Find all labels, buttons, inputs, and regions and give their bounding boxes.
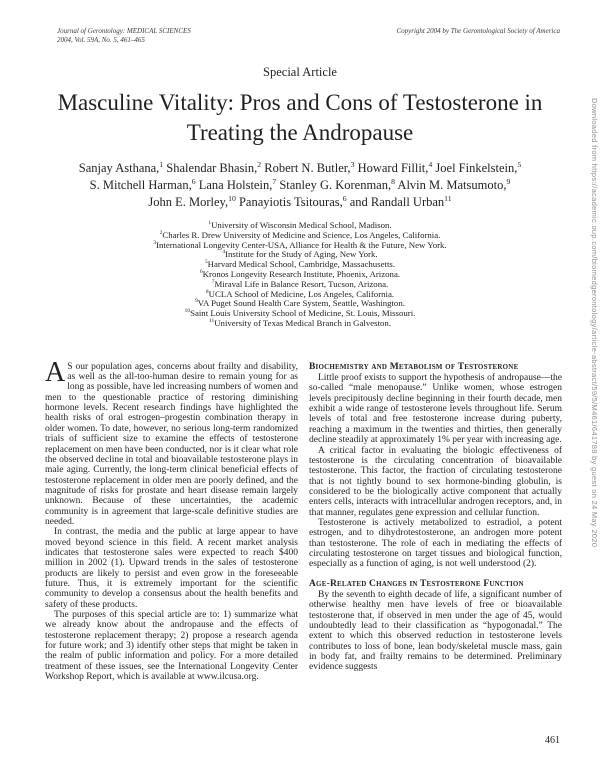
author-name: S. Mitchell Harman,: [89, 178, 192, 192]
download-watermark: Downloaded from https://academic.oup.com…: [590, 98, 599, 548]
author-name: Panayiotis Tsitouras,: [235, 195, 343, 209]
author-name: Stanley G. Korenman,: [276, 178, 392, 192]
footnote-mark: 6: [191, 176, 196, 186]
footnote-mark: 10: [228, 193, 236, 203]
author-line: Sanjay Asthana,1 Shalendar Bhasin,2 Robe…: [0, 160, 600, 177]
affiliation-text: Miraval Life in Balance Resort, Tucson, …: [214, 278, 389, 289]
footnote-mark: 4: [428, 159, 433, 169]
journal-name: Journal of Gerontology: MEDICAL SCIENCES: [57, 27, 191, 35]
footnote-mark: 11: [444, 193, 452, 203]
paragraph: A critical factor in evaluating the biol…: [309, 445, 562, 518]
author-name: Howard Fillit,: [354, 161, 429, 175]
affiliation-mark: 11: [208, 318, 215, 325]
affiliation-text: University of Wisconsin Medical School, …: [211, 220, 392, 230]
affiliation: 2Charles R. Drew University of Medicine …: [0, 229, 600, 241]
article-title: Masculine Vitality: Pros and Cons of Tes…: [57, 90, 543, 145]
author-name: Robert N. Butler,: [261, 161, 351, 175]
affiliation-mark: 6: [199, 269, 203, 276]
author-name: Alvin M. Matsumoto,: [394, 178, 507, 192]
footnote-mark: 1: [159, 159, 164, 169]
affiliation-mark: 1: [208, 220, 212, 227]
affiliation-mark: 4: [222, 249, 226, 256]
affiliation-mark: 8: [205, 288, 209, 295]
affiliation-mark: 2: [159, 229, 163, 236]
affiliation: 9VA Puget Sound Health Care System, Seat…: [0, 298, 600, 309]
affiliation-text: University of Texas Medical Branch in Ga…: [214, 317, 392, 328]
affiliation: 10Saint Louis University School of Medic…: [0, 308, 600, 319]
author-name: Shalendar Bhasin,: [163, 161, 258, 175]
footnote-mark: 5: [517, 159, 522, 169]
affiliation: 7Miraval Life in Balance Resort, Tucson,…: [0, 278, 600, 290]
affiliation-mark: 9: [195, 298, 198, 305]
drop-cap: A: [45, 356, 66, 388]
affiliation-mark: 3: [153, 239, 157, 246]
journal-copyright: Copyright 2004 by The Gerontological Soc…: [396, 27, 560, 35]
paragraph: Little proof exists to support the hypot…: [309, 373, 562, 446]
author-name: John E. Morley,: [148, 195, 229, 209]
affiliation-list: 1University of Wisconsin Medical School,…: [0, 220, 600, 329]
affiliation-text: International Longevity Center-USA, Alli…: [156, 239, 447, 250]
affiliation: 5Harvard Medical School, Cambridge, Mass…: [0, 259, 600, 270]
author-line: S. Mitchell Harman,6 Lana Holstein,7 Sta…: [0, 177, 600, 194]
affiliation: 3International Longevity Center-USA, All…: [0, 239, 600, 251]
footnote-mark: 3: [350, 159, 355, 169]
affiliation: 8UCLA School of Medicine, Los Angeles, C…: [0, 288, 600, 300]
affiliation-mark: 10: [184, 308, 191, 315]
paragraph: By the seventh to eighth decade of life,…: [309, 589, 562, 673]
author-list: Sanjay Asthana,1 Shalendar Bhasin,2 Robe…: [0, 160, 600, 211]
affiliation-text: Charles R. Drew University of Medicine a…: [162, 229, 441, 240]
author-name: Sanjay Asthana,: [78, 161, 160, 175]
affiliation-text: Kronos Longevity Research Institute, Pho…: [202, 268, 401, 279]
affiliation-mark: 7: [211, 278, 215, 285]
affiliation-text: VA Puget Sound Health Care System, Seatt…: [197, 298, 405, 309]
affiliation: 6Kronos Longevity Research Institute, Ph…: [0, 268, 600, 280]
affiliation-text: Saint Louis University School of Medicin…: [190, 308, 416, 319]
footnote-mark: 6: [342, 193, 347, 203]
author-name: Lana Holstein,: [195, 178, 273, 192]
right-column: Biochemistry and Metabolism of Testoster…: [309, 362, 562, 683]
paragraph: In contrast, the media and the public at…: [45, 527, 298, 610]
affiliation: 11University of Texas Medical Branch in …: [0, 317, 600, 329]
article-category: Special Article: [263, 65, 337, 79]
affiliation-text: UCLA School of Medicine, Los Angeles, Ca…: [208, 288, 395, 299]
affiliation: 4Institute for the Study of Aging, New Y…: [0, 249, 600, 260]
footnote-mark: 8: [391, 176, 395, 186]
footnote-mark: 2: [257, 159, 262, 169]
footnote-mark: 9: [506, 176, 511, 186]
author-line: John E. Morley,10 Panayiotis Tsitouras,6…: [0, 194, 600, 211]
author-name: Joel Finkelstein,: [432, 161, 518, 175]
journal-info: Journal of Gerontology: MEDICAL SCIENCES…: [57, 27, 191, 44]
page-number: 461: [545, 735, 560, 746]
affiliation-text: Harvard Medical School, Cambridge, Massa…: [207, 259, 396, 270]
paragraph: Testosterone is actively metabolized to …: [309, 517, 562, 570]
section-heading: Biochemistry and Metabolism of Testoster…: [309, 361, 519, 372]
affiliation-mark: 5: [204, 259, 208, 266]
paragraph: The purposes of this special article are…: [45, 610, 298, 683]
section-heading: Age-Related Changes in Testosterone Func…: [309, 578, 524, 589]
journal-issue: 2004, Vol. 59A, No. 5, 461–465: [57, 35, 145, 44]
author-name: and Randall Urban: [346, 195, 445, 209]
footnote-mark: 7: [272, 176, 277, 186]
affiliation-text: Institute for the Study of Aging, New Yo…: [225, 249, 378, 260]
affiliation: 1University of Wisconsin Medical School,…: [0, 220, 600, 231]
masthead: Journal of Gerontology: MEDICAL SCIENCES…: [0, 0, 600, 44]
